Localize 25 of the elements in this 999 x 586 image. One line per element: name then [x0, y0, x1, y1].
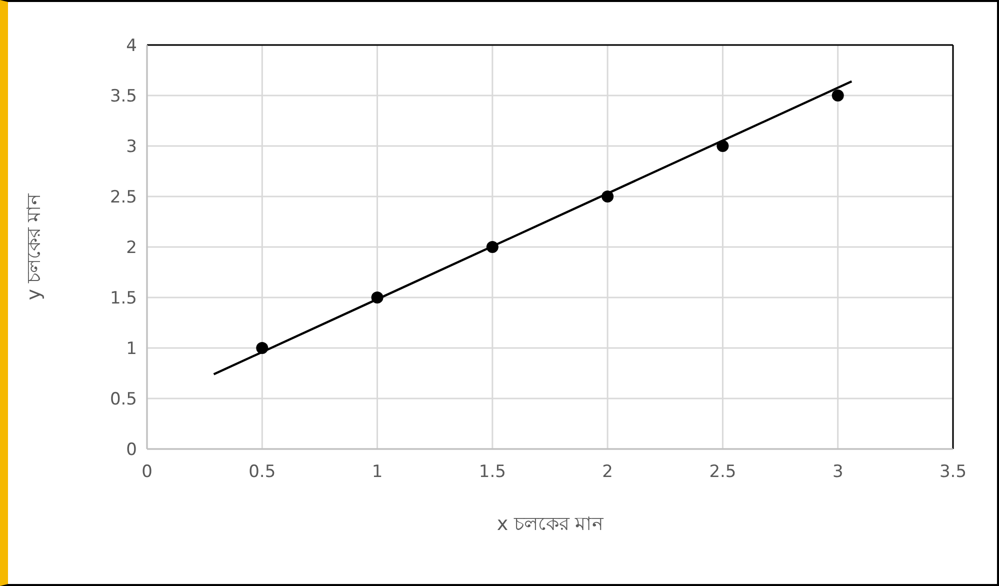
x-tick-label: 1 — [372, 462, 383, 482]
point — [371, 292, 384, 304]
y-tick-label: 4 — [126, 36, 137, 56]
x-tick-label: 0 — [142, 462, 152, 482]
y-tick-label: 2 — [126, 238, 137, 258]
y-tick-label: 0 — [126, 440, 137, 460]
y-axis-title: y চলকের মান — [23, 192, 45, 300]
y-tick-label: 1 — [126, 339, 137, 359]
point — [256, 342, 268, 354]
y-tick-label: 1.5 — [110, 288, 137, 308]
x-tick-label: 2 — [602, 462, 613, 482]
x-axis-title: x চলকের মান — [496, 513, 604, 535]
x-tick-label: 2.5 — [709, 462, 736, 482]
y-tick-label: 0.5 — [110, 390, 137, 410]
x-tick-label: 1.5 — [478, 462, 506, 482]
x-tick-label: 0.5 — [248, 462, 276, 482]
point — [602, 190, 614, 202]
x-tick-label: 3.5 — [939, 462, 967, 482]
point — [832, 90, 844, 102]
y-tick-label: 2.5 — [110, 188, 137, 208]
y-tick-label: 3 — [126, 137, 137, 157]
point — [716, 140, 729, 152]
x-tick-label: 3 — [832, 462, 844, 482]
point — [486, 241, 498, 253]
y-tick-label: 3.5 — [110, 86, 137, 106]
